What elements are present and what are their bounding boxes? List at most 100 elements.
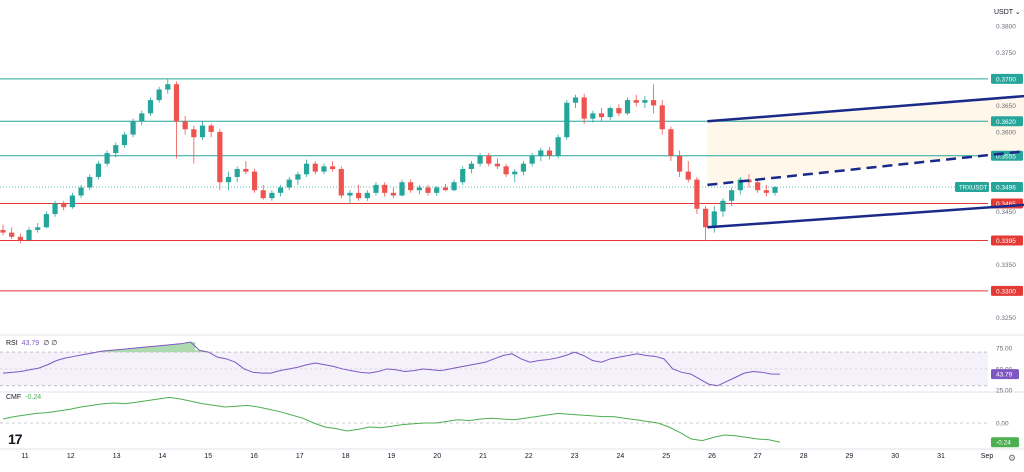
candle-body xyxy=(729,190,735,201)
rsi-tick-label: 75.00 xyxy=(996,345,1013,352)
currency-label: USDT xyxy=(994,9,1013,16)
channel-lower-line xyxy=(707,203,1024,229)
currency-dropdown[interactable]: USDT ⌄ xyxy=(994,8,1021,16)
candle-body xyxy=(434,187,440,193)
candle-body xyxy=(633,100,639,103)
candle-body xyxy=(17,236,23,241)
x-axis-label: 16 xyxy=(250,453,258,460)
candle-body xyxy=(616,108,622,114)
candle-body xyxy=(711,211,717,228)
support-line-badge xyxy=(991,235,1023,246)
candle-body xyxy=(69,195,75,208)
candle-body xyxy=(624,100,631,114)
support-line-label: 0.3300 xyxy=(996,288,1016,295)
candle-body xyxy=(113,145,119,154)
candle-body xyxy=(668,129,674,156)
rsi-legend-value: 43.79 xyxy=(21,340,40,347)
candle-body xyxy=(52,203,58,215)
tradingview-logo[interactable]: 17 xyxy=(8,431,23,447)
price-tick-label: 0.3800 xyxy=(996,23,1016,30)
candle-body xyxy=(356,192,362,199)
candle-body xyxy=(694,179,700,209)
x-axis-label: 26 xyxy=(708,453,716,460)
candle-body xyxy=(703,208,709,228)
resistance-line-label: 0.3620 xyxy=(996,119,1016,126)
candle-body xyxy=(217,131,223,183)
candle-body xyxy=(364,192,370,199)
cmf-legend[interactable]: CMF -0.24 xyxy=(6,394,41,401)
price-tick-label: 0.3250 xyxy=(996,315,1016,322)
x-axis-label: 22 xyxy=(525,453,533,460)
candle-body xyxy=(546,150,553,156)
candle-body xyxy=(755,182,761,191)
candle-body xyxy=(338,169,344,196)
x-axis-label: 28 xyxy=(800,453,808,460)
chevron-down-icon: ⌄ xyxy=(1014,9,1021,16)
candle-body xyxy=(182,121,188,130)
candle-body xyxy=(512,171,518,175)
x-axis-label: 31 xyxy=(937,453,945,460)
candle-body xyxy=(642,100,648,103)
x-axis-label: 30 xyxy=(891,453,899,460)
candle-body xyxy=(156,89,162,101)
price-tick-label: 0.3450 xyxy=(996,209,1016,216)
candle-body xyxy=(0,229,6,233)
candle-body xyxy=(408,182,414,191)
x-axis-label: 23 xyxy=(571,453,579,460)
candle-body xyxy=(147,100,154,114)
candle-body xyxy=(208,125,214,132)
rsi-legend-extra: ∅ ∅ xyxy=(43,340,58,347)
candle-body xyxy=(35,227,41,230)
candle-body xyxy=(520,163,527,172)
candle-body xyxy=(330,166,336,169)
candle-body xyxy=(173,84,180,122)
gear-icon[interactable]: ⚙ xyxy=(1008,453,1017,463)
candle-body xyxy=(442,187,448,191)
candle-body xyxy=(321,166,327,172)
channel-fill xyxy=(707,96,1024,185)
rsi-legend[interactable]: RSI 43.79 ∅ ∅ xyxy=(6,339,57,347)
candle-body xyxy=(676,155,683,172)
candle-body xyxy=(277,187,284,193)
candle-body xyxy=(477,155,483,164)
candle-body xyxy=(529,155,535,164)
candle-body xyxy=(199,125,206,138)
rsi-band xyxy=(0,352,988,386)
candle-body xyxy=(95,163,102,177)
candle-body xyxy=(26,229,32,241)
candle-body xyxy=(685,171,691,180)
candle-body xyxy=(425,187,431,193)
candle-body xyxy=(191,129,197,138)
rsi-value-label: 43.79 xyxy=(996,372,1013,379)
candle-body xyxy=(347,192,353,196)
candle-body xyxy=(382,184,388,193)
x-axis-label: 25 xyxy=(662,453,670,460)
rsi-value-badge xyxy=(991,369,1019,380)
resistance-line-label: 0.3555 xyxy=(996,153,1016,160)
candle-body xyxy=(590,113,596,119)
channel-upper-line xyxy=(707,94,1024,123)
candle-body xyxy=(251,171,258,191)
candle-body xyxy=(121,134,128,146)
x-axis-label: 13 xyxy=(113,453,121,460)
symbol-label: TRXUSDT xyxy=(959,186,988,192)
cmf-legend-label: CMF xyxy=(6,394,22,401)
candle-body xyxy=(538,150,544,156)
candle-body xyxy=(468,163,475,169)
candle-body xyxy=(720,200,726,212)
candle-body xyxy=(555,137,561,156)
candle-body xyxy=(486,155,492,164)
x-axis-label: 18 xyxy=(342,453,350,460)
candle-body xyxy=(581,97,587,119)
candle-body xyxy=(572,97,579,103)
candle-body xyxy=(104,153,110,164)
last-price-label: 0.3496 xyxy=(996,185,1016,192)
candle-body xyxy=(373,184,379,193)
x-axis-label: 29 xyxy=(846,453,854,460)
candle-body xyxy=(772,187,778,193)
x-axis-label: 19 xyxy=(388,453,396,460)
candle-body xyxy=(139,113,145,122)
candle-body xyxy=(312,163,318,172)
